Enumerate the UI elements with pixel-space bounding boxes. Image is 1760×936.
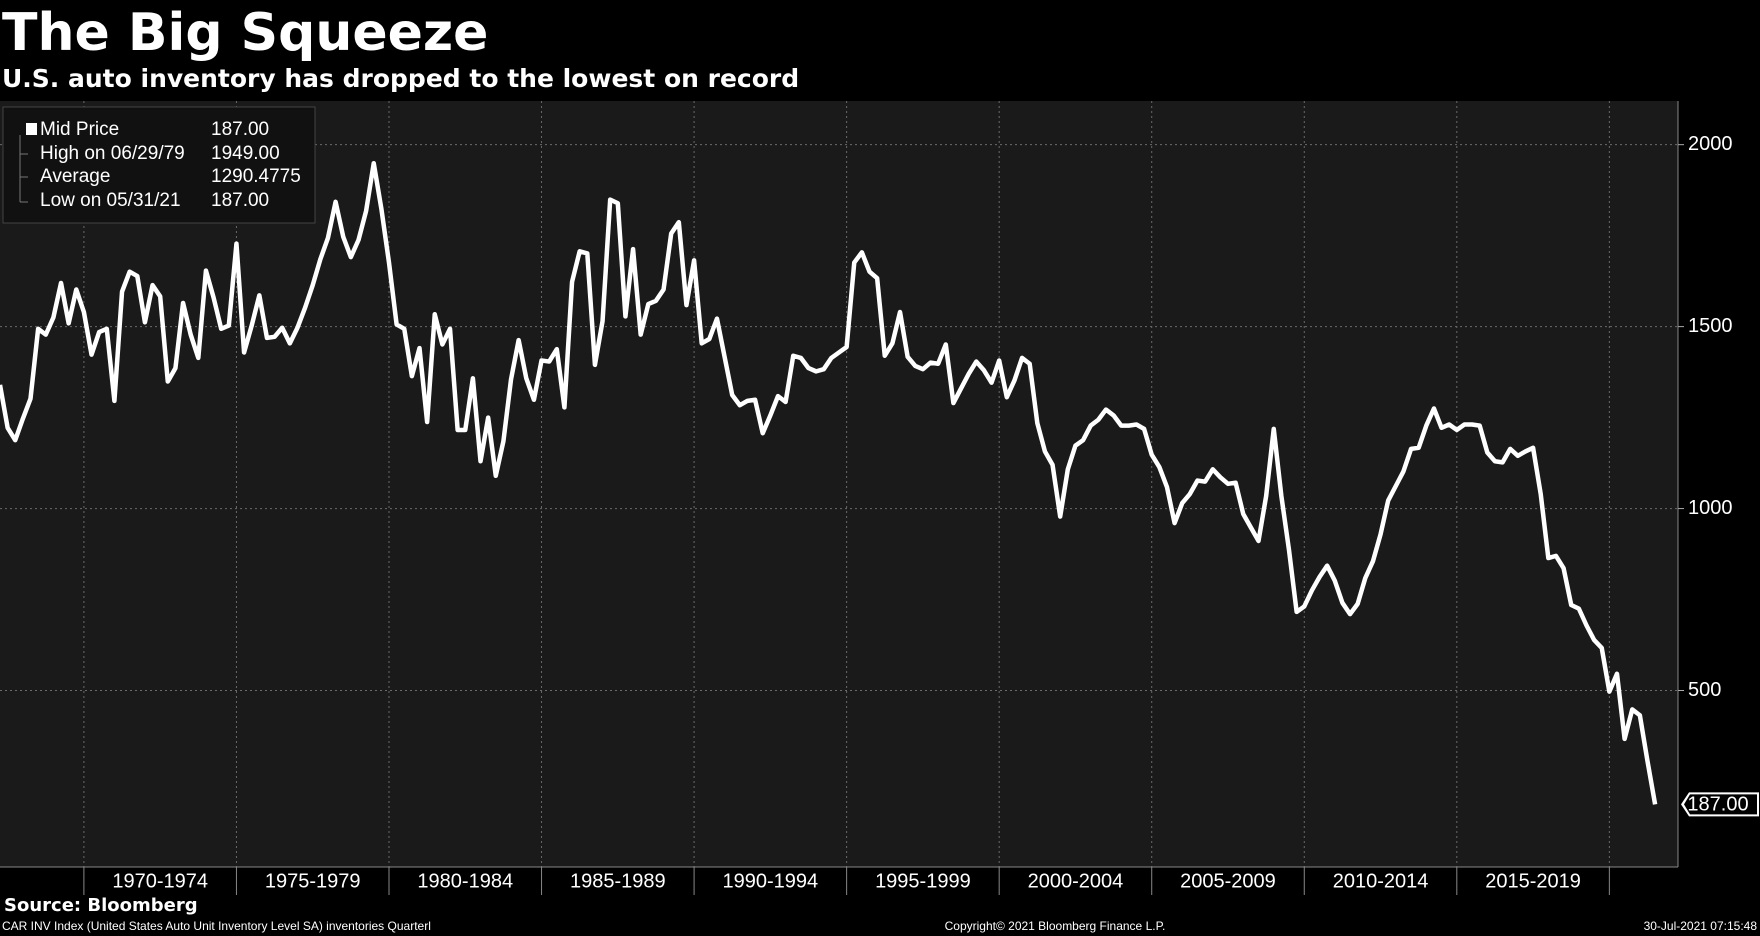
x-tick-label: 2005-2009 (1180, 870, 1276, 892)
footer-center: Copyright© 2021 Bloomberg Finance L.P. (945, 919, 1166, 933)
legend-swatch (26, 123, 37, 135)
legend-value: 187.00 (211, 190, 269, 211)
legend-label: Average (40, 166, 110, 187)
x-tick-label: 2015-2019 (1485, 870, 1581, 892)
legend-value: 187.00 (211, 119, 269, 140)
y-tick-label: 2000 (1688, 133, 1733, 155)
chart-title: The Big Squeeze (2, 3, 488, 63)
legend-value: 1949.00 (211, 143, 280, 164)
y-tick-label: 500 (1688, 679, 1721, 701)
y-tick-label: 1500 (1688, 315, 1733, 337)
legend-value: 1290.4775 (211, 166, 301, 187)
legend-label: Low on 05/31/21 (40, 190, 181, 211)
footer-left: CAR INV Index (United States Auto Unit I… (2, 919, 431, 933)
x-tick-label: 1985-1989 (570, 870, 666, 892)
legend-label: High on 06/29/79 (40, 143, 185, 164)
footer-right: 30-Jul-2021 07:15:48 (1644, 919, 1758, 933)
chart-subtitle: U.S. auto inventory has dropped to the l… (2, 64, 799, 93)
last-value-tag-inner (1684, 794, 1757, 815)
x-tick-label: 1995-1999 (875, 870, 971, 892)
line-layer (0, 160, 1658, 805)
x-tick-label: 1980-1984 (417, 870, 513, 892)
y-tick-label: 1000 (1688, 497, 1733, 519)
x-tick-label: 2000-2004 (1028, 870, 1124, 892)
legend: Mid Price 187.00 High on 06/29/79 1949.0… (2, 106, 316, 224)
legend-label: Mid Price (40, 119, 119, 140)
last-value-label: 187.00 (1687, 794, 1748, 816)
legend-box (2, 106, 316, 224)
x-tick-label: 1975-1979 (265, 870, 361, 892)
x-tick-label: 1970-1974 (112, 870, 208, 892)
x-tick-label: 1990-1994 (723, 870, 819, 892)
x-tick-label: 2010-2014 (1333, 870, 1429, 892)
legend-connector (19, 135, 28, 203)
source: Source: Bloomberg (4, 895, 198, 916)
series-line (0, 160, 1658, 805)
